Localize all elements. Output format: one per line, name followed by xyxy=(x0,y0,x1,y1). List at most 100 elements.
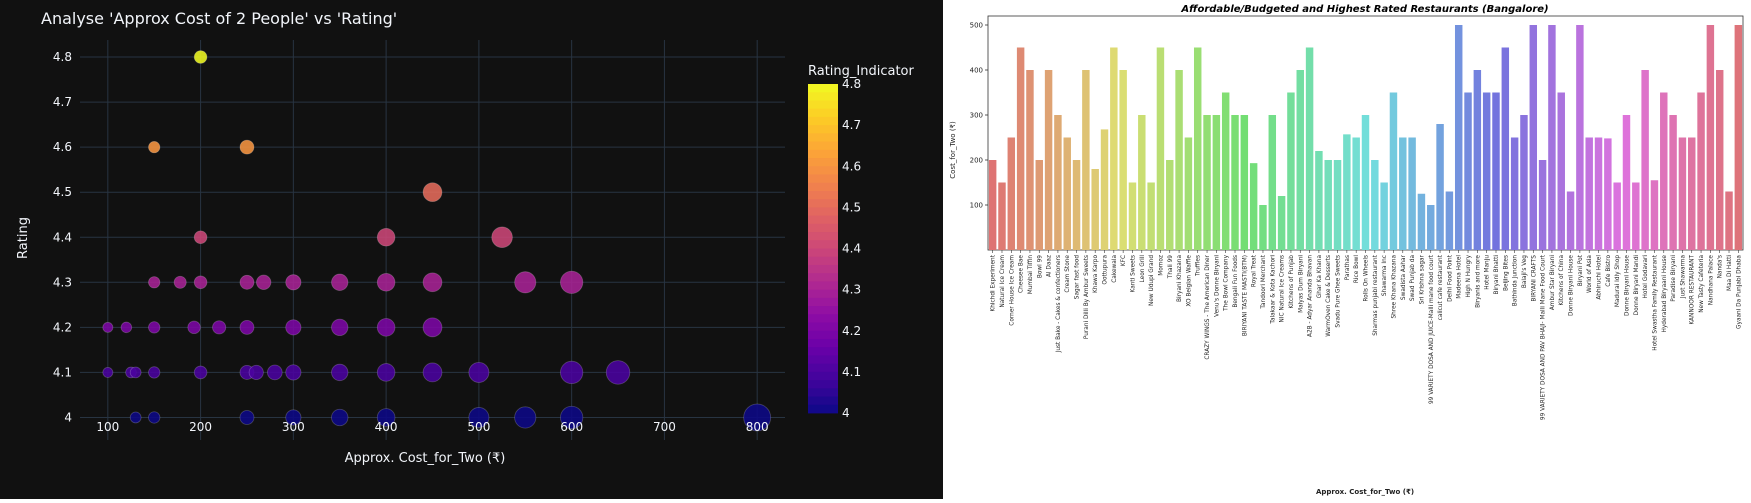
scatter-point xyxy=(193,275,208,290)
bar-category-label: Delhi Food Point xyxy=(1447,254,1453,302)
bar xyxy=(1296,70,1304,250)
bar-category-label: Beijing Bites xyxy=(1503,255,1509,291)
bar-category-label: Cream Stone xyxy=(1065,255,1071,293)
bar xyxy=(1566,191,1575,250)
colorbar-segment xyxy=(808,108,838,118)
bar xyxy=(1203,115,1211,250)
bar-category-label: Rice Bowl xyxy=(1354,255,1360,283)
bar xyxy=(1268,115,1277,250)
scatter-point xyxy=(422,317,443,338)
bar xyxy=(1240,115,1249,250)
scatter-chart: Analyse 'Approx Cost of 2 People' vs 'Ra… xyxy=(16,9,915,466)
scatter-point xyxy=(376,408,396,427)
bar xyxy=(1156,47,1165,250)
scatter-point xyxy=(468,407,490,428)
bar xyxy=(1324,160,1332,250)
bar-category-label: Paradise Biryani xyxy=(1671,255,1677,302)
bar xyxy=(1193,47,1202,250)
bar-category-label: Al Daaz xyxy=(1047,255,1053,277)
x-tick-label: 200 xyxy=(189,420,212,434)
bar xyxy=(1333,160,1342,250)
bar xyxy=(1371,160,1379,250)
scatter-point xyxy=(193,230,208,245)
bar xyxy=(1632,182,1640,250)
colorbar-segment xyxy=(808,174,838,184)
bar-category-label: Kanti Sweets xyxy=(1130,255,1136,293)
bar xyxy=(1361,115,1370,250)
bar xyxy=(1482,92,1491,250)
scatter-point xyxy=(422,182,443,203)
bar xyxy=(1706,25,1715,250)
y-tick-label: 200 xyxy=(970,157,983,165)
bar xyxy=(1287,92,1295,250)
y-tick-label: 4.3 xyxy=(53,275,72,289)
colorbar-segment xyxy=(808,338,838,348)
colorbar-tick-label: 4.7 xyxy=(842,118,861,132)
bar-category-label: Gyaani Da Punjabi Dhaba xyxy=(1736,255,1742,329)
bar-category-label: Royal Treat xyxy=(1252,254,1258,287)
bar xyxy=(1613,182,1621,250)
bar xyxy=(1091,169,1099,250)
bar xyxy=(1044,70,1053,250)
scatter-point xyxy=(148,276,161,289)
bar xyxy=(1436,124,1444,250)
scatter-point xyxy=(193,365,208,380)
colorbar-segment xyxy=(808,281,838,291)
scatter-point xyxy=(173,275,187,289)
bar-category-label: Nanda's xyxy=(1718,255,1724,278)
scatter-point xyxy=(148,321,161,334)
bar-category-label: Balaji's Veg xyxy=(1522,255,1528,288)
scatter-point xyxy=(376,273,396,292)
y-tick-label: 4.5 xyxy=(53,185,72,199)
bar xyxy=(1529,25,1538,250)
scatter-point xyxy=(491,226,513,248)
bar-category-label: Abhiruchi Hotel xyxy=(1597,255,1603,300)
bar-category-label: Kitchens of China xyxy=(1559,255,1565,306)
x-tick-label: 600 xyxy=(560,420,583,434)
scatter-point xyxy=(102,321,114,333)
bar-panel: Affordable/Budgeted and Highest Rated Re… xyxy=(943,0,1751,499)
bar-category-label: Khichdi Experiment xyxy=(991,254,997,311)
scatter-point xyxy=(514,406,537,429)
colorbar-tick-label: 4 xyxy=(842,406,850,420)
scatter-point xyxy=(148,141,161,154)
bar-category-label: Oottupura xyxy=(1103,255,1109,285)
bar-title: Affordable/Budgeted and Highest Rated Re… xyxy=(1180,4,1548,15)
bar-category-label: Kitchens of Punjab xyxy=(1289,255,1295,309)
colorbar-tick-label: 4.3 xyxy=(842,283,861,297)
colorbar-segment xyxy=(808,116,838,126)
colorbar-tick-label: 4.1 xyxy=(842,365,861,379)
scatter-point xyxy=(468,361,490,383)
y-tick-label: 4.6 xyxy=(53,140,72,154)
bar xyxy=(1473,70,1482,250)
y-tick-label: 4.4 xyxy=(53,230,72,244)
bar xyxy=(1399,137,1407,250)
bar-category-label: Tandoori Merchant xyxy=(1261,254,1267,309)
bar-category-label: Maiyas Dum Biryani xyxy=(1298,255,1304,313)
scatter-point xyxy=(376,227,396,247)
bar-category-label: Mumbai Tiffin xyxy=(1028,255,1034,295)
bar xyxy=(1138,115,1146,250)
bar-category-label: Biryani Pot xyxy=(1578,254,1584,286)
x-tick-label: 400 xyxy=(375,420,398,434)
x-tick-label: 100 xyxy=(96,420,119,434)
y-tick-label: 4.7 xyxy=(53,95,72,109)
y-tick-label: 4.2 xyxy=(53,320,72,334)
scatter-point xyxy=(285,409,302,426)
scatter-point xyxy=(422,362,443,383)
bar xyxy=(1007,137,1016,250)
bar-category-label: Bengali Fun Foods xyxy=(1233,255,1239,308)
bar xyxy=(1548,25,1556,250)
bar-category-label: Hyderabad Biryaani House xyxy=(1662,255,1668,333)
bar-category-label: CRAZY WINGS - The American Diner xyxy=(1205,254,1211,359)
colorbar-segment xyxy=(808,396,838,406)
bar xyxy=(1259,205,1267,250)
bar-category-label: 99 VARIETY DOSA AND PAV BHAJI- Malli Man… xyxy=(1541,254,1547,420)
scatter-point xyxy=(560,405,584,430)
bar-category-label: Sri Krishna sagar xyxy=(1419,254,1425,304)
colorbar-segment xyxy=(808,289,838,299)
colorbar-tick-label: 4.8 xyxy=(842,77,861,91)
colorbar-segment xyxy=(808,215,838,225)
bar xyxy=(1417,193,1426,250)
bar-category-label: Bowl 99 xyxy=(1037,255,1043,278)
